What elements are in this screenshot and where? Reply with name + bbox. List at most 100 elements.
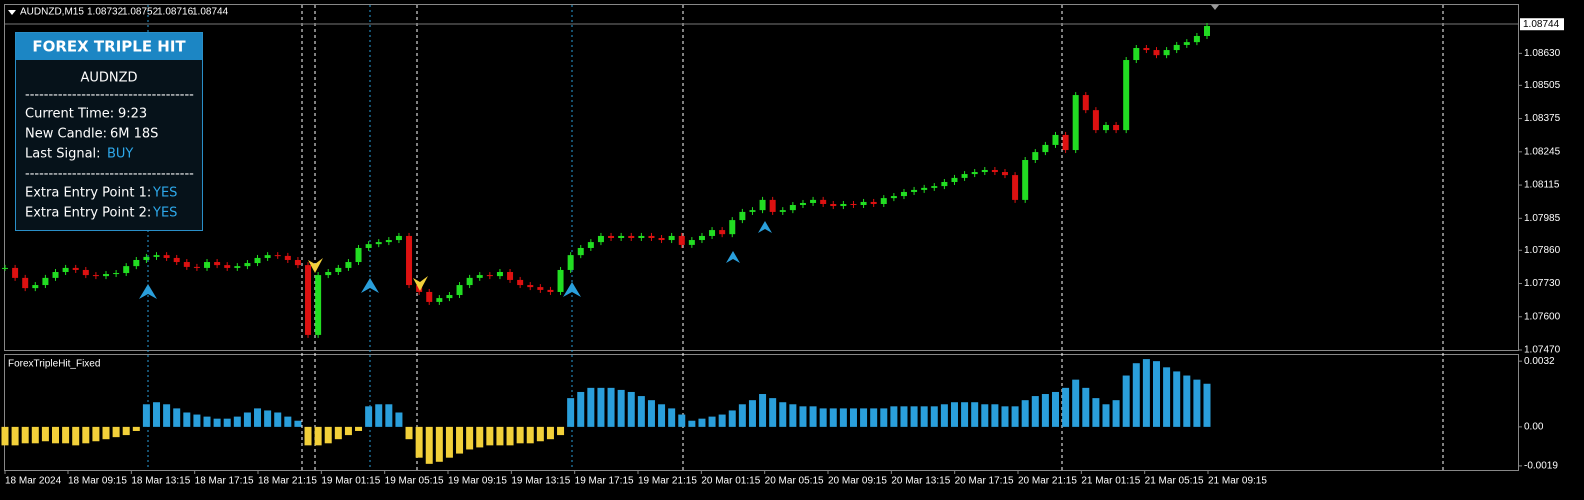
histogram-bar: [405, 426, 413, 440]
histogram-bar: [930, 406, 938, 427]
histogram-bar: [658, 404, 666, 427]
sell-arrows: [308, 258, 428, 291]
candle: [274, 255, 281, 257]
candle: [698, 235, 705, 241]
y-tick-label: 0.00: [1524, 422, 1544, 433]
candle: [103, 274, 110, 277]
histogram-bar: [536, 426, 544, 442]
histogram-bar: [809, 406, 817, 427]
histogram-bar: [294, 420, 302, 427]
histogram-bar: [486, 426, 494, 446]
menu-arrow[interactable]: [8, 10, 16, 15]
candle: [325, 272, 332, 276]
candle: [183, 262, 190, 267]
histogram-bar: [587, 387, 595, 427]
histogram-bar: [557, 426, 565, 436]
candle: [941, 182, 948, 187]
row-value: YES: [152, 186, 177, 201]
candle: [719, 230, 726, 235]
candle: [1012, 175, 1019, 200]
histogram-bar: [264, 410, 272, 427]
histogram-bar: [445, 426, 453, 458]
candle: [810, 199, 817, 203]
candle: [820, 199, 827, 204]
histogram-bar: [183, 412, 191, 427]
candle: [1113, 124, 1120, 131]
candle: [1173, 44, 1180, 51]
candle: [961, 174, 968, 178]
candle: [1143, 48, 1150, 51]
candle: [527, 285, 534, 288]
indicator-frame: [4, 354, 1519, 471]
candle: [890, 196, 897, 199]
price-tag: [1520, 18, 1564, 31]
candle: [668, 235, 675, 241]
candle: [254, 257, 261, 264]
histogram-bar: [1122, 375, 1130, 427]
histogram-bar: [1041, 394, 1049, 427]
candle: [749, 210, 756, 212]
row-value: YES: [152, 206, 177, 221]
histogram-bar: [41, 426, 49, 442]
histogram-bar: [284, 416, 292, 427]
candle: [385, 240, 392, 243]
histogram-bar: [11, 426, 19, 446]
candle: [32, 285, 39, 289]
candle: [951, 177, 958, 182]
histogram-bar: [708, 416, 716, 427]
panel-symbol: AUDNZD: [80, 71, 137, 86]
candle: [345, 262, 352, 268]
histogram-bar: [1001, 406, 1009, 427]
histogram-bar: [789, 404, 797, 427]
histogram-bar: [153, 402, 161, 427]
histogram: [1, 359, 1211, 464]
histogram-bar: [324, 426, 332, 444]
histogram-bar: [577, 391, 585, 427]
histogram-bar: [1152, 361, 1160, 427]
x-tick-label: 20 Mar 01:15: [701, 476, 760, 487]
histogram-bar: [900, 406, 908, 427]
histogram-bar: [1021, 400, 1029, 427]
candle: [860, 201, 867, 206]
histogram-bar: [870, 408, 878, 427]
y-tick-label: 0.0032: [1524, 356, 1555, 367]
sell-arrow: [308, 258, 323, 273]
buy-arrow: [758, 221, 772, 233]
histogram-bar: [718, 414, 726, 427]
histogram-bar: [1051, 391, 1059, 427]
x-tick-label: 19 Mar 09:15: [448, 476, 507, 487]
y-tick-label: 1.08115: [1524, 180, 1560, 191]
y-tick-label: 1.07600: [1524, 311, 1561, 322]
histogram-bar: [546, 426, 554, 440]
candle: [1001, 172, 1008, 176]
y-tick-label: 1.07470: [1524, 345, 1561, 356]
row-label: Current Time:: [25, 107, 114, 122]
candle: [779, 210, 786, 212]
histogram-bar: [314, 426, 322, 446]
x-tick-label: 20 Mar 13:15: [891, 476, 950, 487]
candle: [163, 255, 170, 258]
candle: [365, 244, 372, 248]
candle: [153, 255, 160, 257]
x-tick-label: 20 Mar 09:15: [828, 476, 887, 487]
x-tick-label: 18 Mar 2024: [5, 476, 62, 487]
panel-separator: ------------------------------------: [25, 167, 194, 182]
histogram-bar: [849, 408, 857, 427]
candle: [1082, 95, 1089, 111]
histogram-bar: [940, 404, 948, 427]
candle: [294, 259, 301, 266]
candle: [264, 255, 271, 258]
candle: [426, 291, 433, 302]
candle: [789, 205, 796, 211]
candle: [315, 275, 322, 335]
histogram-bar: [647, 400, 655, 427]
x-tick-label: 19 Mar 13:15: [511, 476, 570, 487]
histogram-bar: [496, 426, 504, 446]
candle: [1032, 152, 1039, 161]
panel-box: [15, 32, 203, 231]
histogram-bar: [516, 426, 524, 444]
y-tick-label: 1.08375: [1524, 113, 1561, 124]
histogram-bar: [880, 408, 888, 427]
x-tick-label: 18 Mar 13:15: [131, 476, 190, 487]
y-tick-label: 1.08630: [1524, 48, 1561, 59]
